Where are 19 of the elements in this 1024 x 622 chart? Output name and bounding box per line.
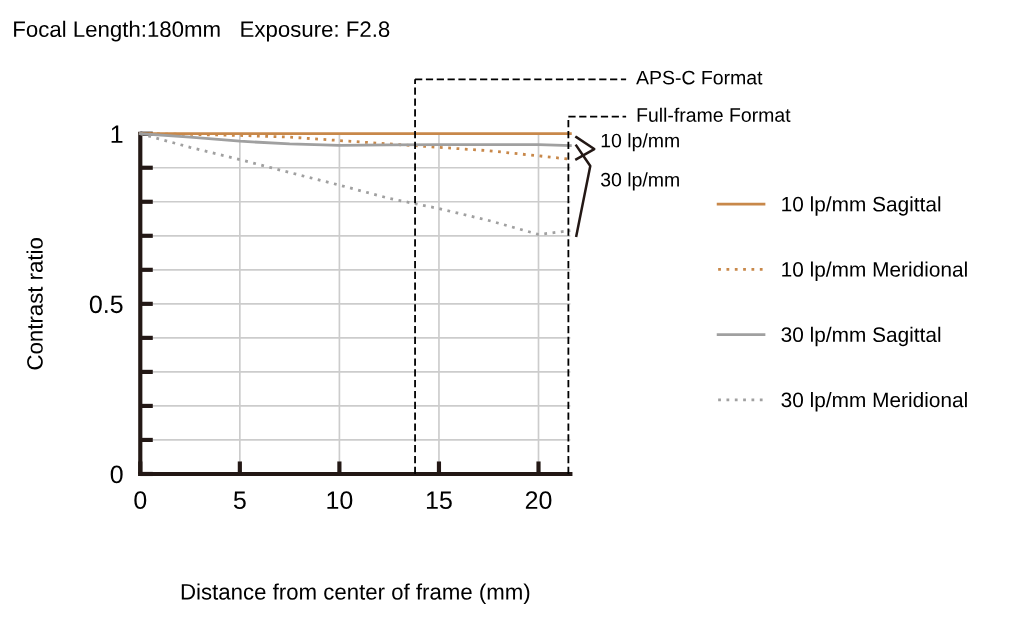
legend-label: 30 lp/mm Meridional [781,392,967,412]
legend-label: 10 lp/mm Meridional [782,261,967,281]
ref-line-label: APS-C Format [636,70,763,85]
y-tick-label: 1 [111,125,123,143]
text: 30 lp/mm [600,172,679,191]
x-tick-label: 20 [525,491,552,509]
y-tick-label: 0.5 [89,295,123,314]
y-tick-label: 0 [110,465,123,484]
ref-line-label: Full-frame Format [637,107,791,122]
x-tick-label: 15 [426,491,452,509]
y-axis-title: Contrast ratio [26,238,43,370]
text: 10 lp/mm [601,133,679,152]
legend-label: 10 lp/mm Sagittal [782,196,941,216]
legend-label: 30 lp/mm Sagittal [781,326,941,347]
x-tick-label: 10 [327,491,353,509]
x-tick-label: 0 [134,491,147,509]
chart-title: Focal Length:180mm Exposure: F2.8 [14,20,390,42]
x-axis-title: Distance from center of frame (mm) [181,583,530,605]
x-tick-label: 5 [233,491,246,509]
